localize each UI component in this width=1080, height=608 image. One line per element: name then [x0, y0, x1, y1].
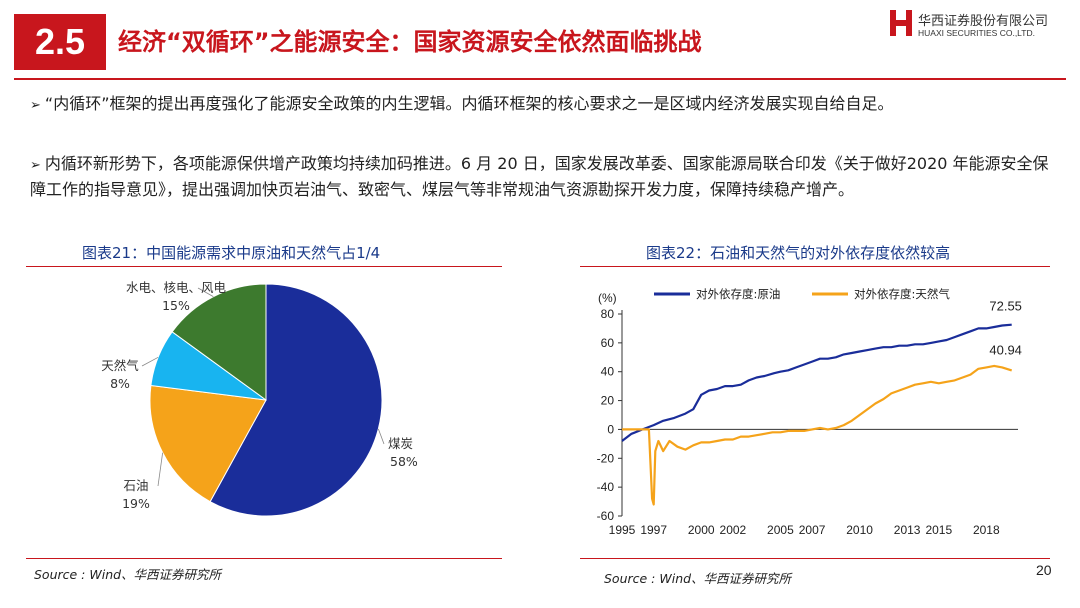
company-logo: 华西证券股份有限公司 HUAXI SECURITIES CO.,LTD. — [888, 8, 1068, 42]
y-tick-label: -20 — [597, 451, 615, 465]
pie-slice-0 — [209, 283, 383, 517]
huaxi-logo-icon — [890, 10, 912, 36]
source-note-right: Source : Wind、华西证券研究所 — [604, 571, 792, 586]
import-dependency-line-chart: 80 60 40 20 0 -20 -40 -60 (%) 1995 1997 2000 2002 200… — [597, 287, 1022, 537]
x-tick-label: 2002 — [720, 523, 747, 537]
y-tick-label: 0 — [607, 422, 614, 436]
x-tick-label: 1997 — [640, 523, 667, 537]
y-tick-label: 40 — [601, 365, 615, 379]
figure-22-divider — [580, 266, 1050, 267]
x-tick-label: 2018 — [973, 523, 1000, 537]
bullet-text: “内循环”框架的提出再度强化了能源安全政策的内生逻辑。内循环框架的核心要求之一是… — [44, 94, 894, 113]
pie-slice-name: 水电、核电、风电 — [126, 280, 227, 295]
pie-slice-percent: 15% — [162, 298, 190, 313]
x-tick-label: 2010 — [846, 523, 873, 537]
series-line-crude-oil — [621, 323, 1012, 442]
y-tick-label: -60 — [597, 509, 615, 523]
series-line-natural-gas — [622, 364, 1013, 506]
x-tick-label: 2013 — [894, 523, 921, 537]
pie-leader-line — [157, 452, 164, 487]
series-end-label: 72.55 — [989, 299, 1022, 314]
bullet-point-1: ➢ “内循环”框架的提出再度强化了能源安全政策的内生逻辑。内循环框架的核心要求之一… — [30, 92, 1060, 118]
pie-slice-name: 天然气 — [101, 358, 139, 373]
x-tick-label: 2007 — [799, 523, 826, 537]
figure-21-title: 图表21：中国能源需求中原油和天然气占1/4 — [82, 244, 381, 262]
pie-slice-percent: 8% — [110, 376, 130, 391]
x-tick-label: 1995 — [609, 523, 636, 537]
bullet-point-2: ➢ 内循环新形势下，各项能源保供增产政策均持续加码推进。6 月 20 日，国家发展… — [30, 152, 1060, 202]
pie-leader-line — [377, 428, 385, 445]
pie-slice-name: 煤炭 — [388, 436, 413, 451]
x-tick-label: 2000 — [688, 523, 715, 537]
figure-22-title: 图表22：石油和天然气的对外依存度依然较高 — [646, 244, 951, 262]
pie-slice-3 — [171, 283, 267, 401]
bullet-text: 内循环新形势下，各项能源保供增产政策均持续加码推进。6 月 20 日，国家发展改… — [30, 154, 1049, 199]
series-end-label: 40.94 — [989, 342, 1022, 357]
y-tick-label: 20 — [601, 394, 615, 408]
figure-21-divider — [26, 266, 502, 267]
logo-english-name: HUAXI SECURITIES CO.,LTD. — [918, 28, 1035, 38]
page-number: 20 — [1036, 562, 1052, 578]
y-tick-label: 80 — [601, 307, 615, 321]
title-divider — [14, 78, 1066, 80]
source-note-left: Source : Wind、华西证券研究所 — [34, 567, 222, 582]
page-title: 经济“双循环”之能源安全：国家资源安全依然面临挑战 — [118, 28, 702, 56]
bullet-arrow-icon: ➢ — [30, 98, 41, 113]
pie-slice-percent: 58% — [390, 454, 418, 469]
pie-leader-line — [197, 287, 214, 297]
logo-chinese-name: 华西证券股份有限公司 — [918, 14, 1049, 29]
x-tick-label: 2005 — [767, 523, 794, 537]
y-tick-label: -40 — [597, 480, 615, 494]
pie-slice-percent: 19% — [122, 496, 150, 511]
y-tick-label: 60 — [601, 336, 615, 350]
legend-label: 对外依存度:原油 — [696, 287, 780, 301]
energy-mix-pie-chart: 煤炭 58% 石油 19% 天然气 8% 水电、核电、风电 15% — [101, 280, 418, 517]
y-axis-unit: (%) — [598, 291, 617, 305]
footer-divider-right — [580, 558, 1050, 559]
pie-leader-line — [141, 356, 159, 367]
bullet-arrow-icon: ➢ — [30, 158, 41, 173]
pie-slice-name: 石油 — [123, 478, 148, 493]
legend-label: 对外依存度:天然气 — [854, 287, 950, 301]
footer-divider-left — [26, 558, 502, 559]
x-tick-label: 2015 — [925, 523, 952, 537]
section-number: 2.5 — [14, 14, 106, 70]
